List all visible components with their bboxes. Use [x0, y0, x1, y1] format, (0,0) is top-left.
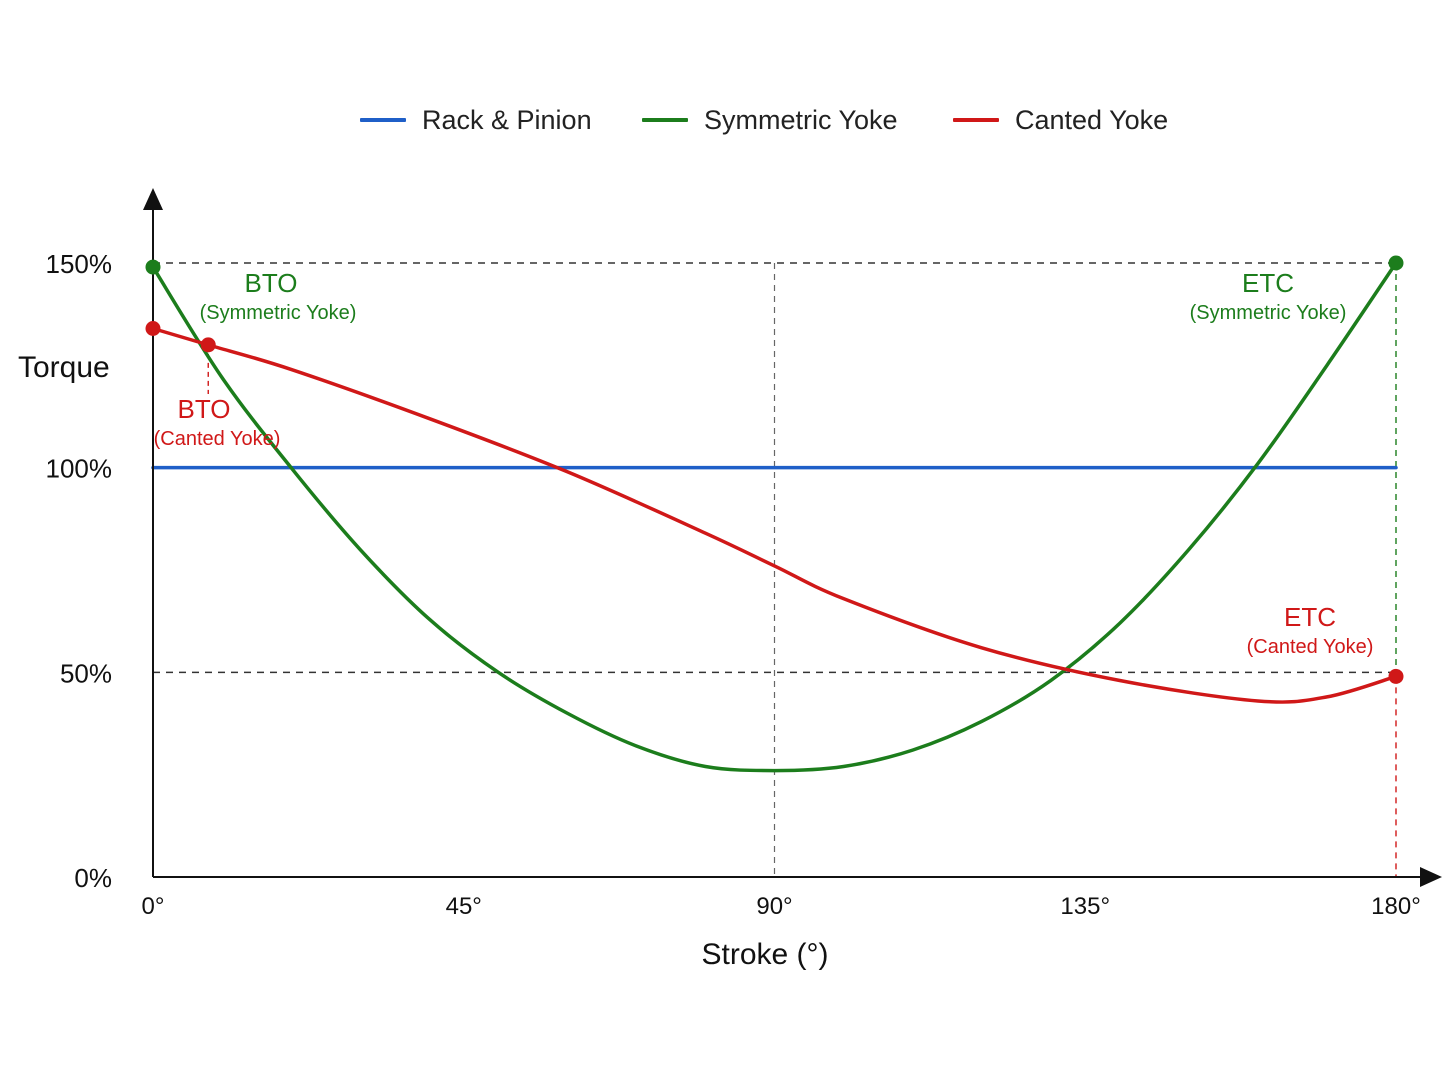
- annotation-bto-canted-subtitle: (Canted Yoke): [154, 428, 281, 450]
- legend-label-rack-pinion: Rack & Pinion: [422, 104, 592, 135]
- annotation-etc-canted-title: ETC: [1284, 602, 1336, 632]
- series-canted-yoke: [151, 326, 1398, 704]
- y-tick-label: 0%: [74, 863, 112, 893]
- marker-etc-symmetric: [1388, 255, 1404, 271]
- y-tick-label: 100%: [46, 454, 113, 484]
- series-symmetric-yoke: [151, 261, 1398, 773]
- tick-labels: 0° 45° 90° 135° 180° 0% 50% 100% 150%: [46, 249, 1421, 920]
- marker-etc-canted: [1388, 668, 1404, 684]
- legend-swatch-symmetric-yoke: [642, 118, 688, 122]
- marker-start-canted: [145, 320, 161, 336]
- y-tick-label: 150%: [46, 249, 113, 279]
- legend-label-symmetric-yoke: Symmetric Yoke: [704, 104, 898, 135]
- legend-swatch-canted-yoke: [953, 118, 999, 122]
- annotation-etc-symmetric-title: ETC: [1242, 268, 1294, 298]
- legend-item-canted-yoke: Canted Yoke: [953, 100, 1168, 140]
- annotation-etc-canted-subtitle: (Canted Yoke): [1247, 636, 1374, 658]
- x-axis-title: Stroke (°): [701, 938, 828, 971]
- legend: Rack & Pinion Symmetric Yoke Canted Yoke: [0, 100, 1448, 140]
- guide-lines: [153, 262, 1397, 877]
- annotation-bto-canted-title: BTO: [178, 394, 231, 424]
- axis-labels: Torque Stroke (°): [18, 351, 829, 971]
- annotation-bto-symmetric-title: BTO: [245, 268, 298, 298]
- annotation-bto-symmetric-subtitle: (Symmetric Yoke): [200, 302, 357, 324]
- x-tick-label: 0°: [142, 893, 165, 920]
- legend-label-canted-yoke: Canted Yoke: [1015, 104, 1169, 135]
- markers: [145, 255, 1404, 684]
- marker-bto-canted: [200, 337, 216, 353]
- annotations: BTO (Symmetric Yoke) ETC (Symmetric Yoke…: [154, 268, 1374, 658]
- x-tick-label: 135°: [1060, 893, 1110, 920]
- annotation-etc-symmetric-subtitle: (Symmetric Yoke): [1190, 302, 1347, 324]
- axes: [143, 188, 1442, 887]
- legend-item-rack-pinion: Rack & Pinion: [360, 100, 592, 140]
- x-tick-label: 45°: [446, 893, 482, 920]
- y-tick-label: 50%: [60, 658, 112, 688]
- x-tick-label: 90°: [756, 893, 792, 920]
- marker-bto-symmetric: [145, 259, 161, 275]
- series-group: [151, 261, 1398, 773]
- legend-item-symmetric-yoke: Symmetric Yoke: [642, 100, 898, 140]
- legend-swatch-rack-pinion: [360, 118, 406, 122]
- y-axis-title: Torque: [18, 351, 110, 384]
- x-tick-label: 180°: [1371, 893, 1421, 920]
